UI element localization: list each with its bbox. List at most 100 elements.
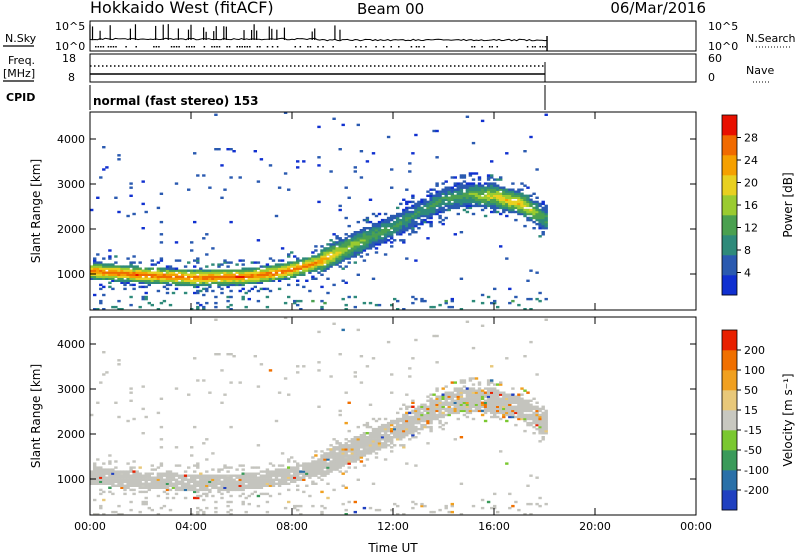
velocity-cell: [414, 409, 418, 413]
power-cell: [302, 257, 306, 260]
power-cell: [141, 227, 145, 230]
velocity-cell: [414, 411, 418, 415]
velocity-cell: [138, 474, 142, 477]
power-cell: [541, 233, 545, 236]
power-cell: [305, 263, 309, 266]
power-cell: [338, 245, 342, 248]
power-cell: [471, 198, 476, 201]
velocity-cell: [320, 490, 324, 494]
power-cell: [268, 273, 273, 276]
power-cell: [365, 253, 370, 256]
power-cell: [420, 299, 424, 303]
power-cell: [411, 295, 415, 299]
power-cell: [277, 259, 282, 262]
velocity-cell: [165, 480, 170, 483]
power-cell: [514, 194, 518, 197]
velocity-cell: [229, 425, 233, 429]
power-cell: [511, 299, 515, 303]
velocity-cell: [223, 478, 227, 481]
power-cell: [335, 263, 339, 266]
power-cell: [199, 279, 203, 282]
power-cell: [311, 255, 315, 258]
velocity-cell: [274, 472, 279, 475]
velocity-cell: [377, 432, 382, 435]
velocity-cell: [311, 462, 315, 465]
velocity-cell: [302, 466, 306, 469]
power-cell: [141, 277, 145, 280]
velocity-cell: [383, 438, 388, 441]
velocity-cell: [517, 411, 521, 415]
velocity-cell: [499, 450, 503, 453]
velocity-cell: [93, 462, 97, 465]
velocity-cell: [320, 478, 324, 481]
power-cell: [229, 279, 233, 282]
power-cell: [156, 289, 161, 293]
power-cell: [338, 251, 342, 254]
power-cell: [268, 269, 273, 272]
velocity-cell: [323, 470, 327, 473]
power-cell: [362, 229, 367, 232]
velocity-cell: [247, 484, 251, 487]
power-cell: [90, 208, 94, 212]
velocity-cell: [99, 492, 103, 496]
power-cell: [262, 269, 267, 272]
power-cell: [338, 208, 342, 212]
velocity-cell: [208, 482, 212, 485]
velocity-cell: [396, 417, 400, 421]
velocity-cell: [420, 502, 424, 506]
power-cell: [132, 265, 136, 268]
power-cell: [302, 160, 306, 163]
velocity-cell: [141, 476, 145, 479]
power-cell: [393, 231, 397, 234]
velocity-cell: [535, 427, 539, 431]
nsearch-label: N.Search: [746, 32, 796, 45]
velocity-cell: [371, 429, 376, 433]
power-cell: [447, 186, 451, 189]
velocity-cell: [114, 476, 118, 479]
velocity-cell: [505, 419, 509, 423]
power-cell: [187, 269, 191, 272]
power-cell: [341, 243, 345, 246]
power-cell: [168, 267, 173, 270]
power-cell: [205, 287, 209, 291]
velocity-cell: [105, 472, 109, 475]
power-cell: [511, 204, 515, 208]
velocity-cell: [368, 450, 373, 453]
power-cell: [244, 273, 248, 276]
power-cell: [208, 186, 212, 189]
velocity-cell: [332, 466, 336, 469]
power-cell: [329, 239, 333, 242]
velocity-cell: [432, 405, 436, 408]
power-cell: [390, 214, 394, 218]
power-cell: [508, 198, 512, 201]
power-cell: [347, 224, 351, 228]
power-cell: [411, 227, 415, 230]
velocity-cell: [111, 480, 115, 483]
velocity-cell: [529, 413, 533, 417]
power-cell: [535, 271, 539, 274]
power-cell: [359, 241, 364, 244]
power-cell: [541, 212, 545, 216]
power-cell: [253, 279, 257, 282]
velocity-cell: [217, 480, 221, 483]
velocity-cell: [117, 476, 121, 479]
velocity-cell: [326, 472, 330, 475]
velocity-cell: [396, 427, 400, 431]
velocity-cell: [132, 470, 136, 473]
velocity-cell: [362, 506, 367, 510]
velocity-cell: [362, 454, 367, 457]
velocity-cell: [362, 436, 367, 439]
velocity-cell: [411, 401, 415, 404]
velocity-cell: [256, 486, 261, 489]
velocity-cell: [529, 340, 533, 344]
velocity-cell: [90, 476, 94, 479]
power-cell: [486, 198, 491, 201]
power-cell: [114, 271, 118, 274]
power-cell: [96, 273, 100, 276]
power-cell: [468, 188, 473, 191]
velocity-cell: [471, 346, 476, 350]
power-cell: [99, 263, 103, 266]
power-cell: [326, 263, 330, 266]
power-cell: [538, 222, 542, 226]
power-cell: [296, 166, 300, 169]
